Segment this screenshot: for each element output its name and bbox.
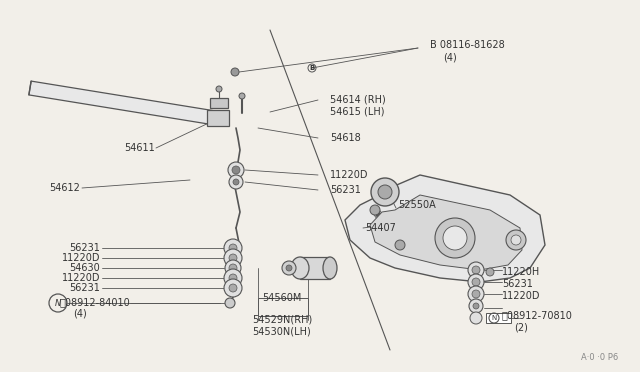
Circle shape	[395, 240, 405, 250]
Text: N: N	[55, 298, 61, 308]
Circle shape	[228, 162, 244, 178]
Circle shape	[472, 278, 480, 286]
Text: 54614 (RH): 54614 (RH)	[330, 95, 386, 105]
Text: (4): (4)	[443, 52, 457, 62]
Circle shape	[470, 312, 482, 324]
Circle shape	[224, 279, 242, 297]
Text: (4): (4)	[73, 309, 87, 319]
Ellipse shape	[291, 257, 309, 279]
Polygon shape	[345, 175, 545, 282]
Circle shape	[231, 68, 239, 76]
Circle shape	[233, 179, 239, 185]
Circle shape	[239, 93, 245, 99]
Circle shape	[468, 262, 484, 278]
Text: (2): (2)	[514, 322, 528, 332]
Circle shape	[224, 239, 242, 257]
Text: ⓝ08912-84010: ⓝ08912-84010	[60, 297, 131, 307]
Circle shape	[371, 178, 399, 206]
Ellipse shape	[323, 257, 337, 279]
Circle shape	[370, 205, 380, 215]
Circle shape	[229, 175, 243, 189]
Text: 54560M: 54560M	[262, 293, 301, 303]
Text: 56231: 56231	[69, 283, 100, 293]
Circle shape	[378, 185, 392, 199]
Text: 54611: 54611	[124, 143, 155, 153]
Text: 54630: 54630	[69, 263, 100, 273]
Circle shape	[473, 303, 479, 309]
Circle shape	[224, 269, 242, 287]
Text: 54529N(RH): 54529N(RH)	[252, 315, 312, 325]
Text: B 08116-81628: B 08116-81628	[430, 40, 505, 50]
Circle shape	[511, 235, 521, 245]
Circle shape	[506, 230, 526, 250]
Circle shape	[216, 86, 222, 92]
Text: 11220D: 11220D	[330, 170, 369, 180]
Text: 54618: 54618	[330, 133, 361, 143]
Text: A·0 ·0 P6: A·0 ·0 P6	[580, 353, 618, 362]
Text: ⓝ08912-70810: ⓝ08912-70810	[502, 310, 573, 320]
FancyBboxPatch shape	[207, 110, 229, 126]
Circle shape	[229, 274, 237, 282]
FancyBboxPatch shape	[210, 98, 228, 108]
Polygon shape	[370, 195, 522, 270]
Text: 54407: 54407	[365, 223, 396, 233]
FancyBboxPatch shape	[486, 313, 511, 323]
Circle shape	[443, 226, 467, 250]
Polygon shape	[29, 81, 216, 125]
Text: 11220D: 11220D	[61, 253, 100, 263]
Text: 54530N(LH): 54530N(LH)	[253, 327, 312, 337]
Text: 52550A: 52550A	[398, 200, 436, 210]
Circle shape	[229, 284, 237, 292]
Text: 54612: 54612	[49, 183, 80, 193]
Circle shape	[229, 264, 237, 272]
Text: N: N	[492, 315, 497, 321]
Circle shape	[486, 268, 494, 276]
Text: 56231: 56231	[69, 243, 100, 253]
Circle shape	[225, 260, 241, 276]
Circle shape	[225, 298, 235, 308]
Circle shape	[472, 290, 480, 298]
Circle shape	[435, 218, 475, 258]
Text: 11220D: 11220D	[502, 291, 541, 301]
Circle shape	[468, 286, 484, 302]
Text: 11220D: 11220D	[61, 273, 100, 283]
Circle shape	[282, 261, 296, 275]
Circle shape	[286, 265, 292, 271]
FancyBboxPatch shape	[300, 257, 330, 279]
Text: 56231: 56231	[330, 185, 361, 195]
Text: 11220H: 11220H	[502, 267, 540, 277]
Circle shape	[229, 254, 237, 262]
Text: 54615 (LH): 54615 (LH)	[330, 107, 385, 117]
Circle shape	[468, 274, 484, 290]
FancyBboxPatch shape	[258, 298, 308, 316]
Circle shape	[224, 249, 242, 267]
Circle shape	[229, 244, 237, 252]
Circle shape	[469, 299, 483, 313]
Circle shape	[232, 166, 240, 174]
Circle shape	[472, 266, 480, 274]
Text: 56231: 56231	[502, 279, 533, 289]
Text: B: B	[309, 65, 315, 71]
